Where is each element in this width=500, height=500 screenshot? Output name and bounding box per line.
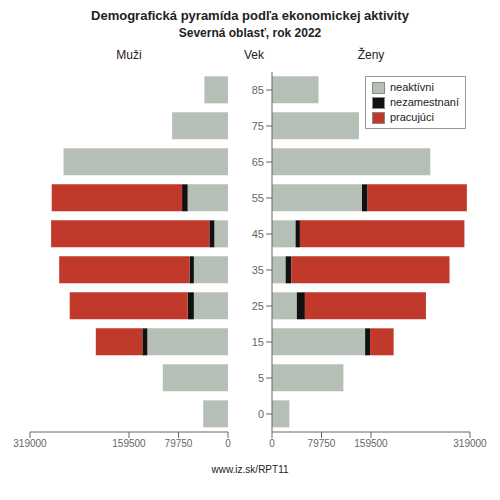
svg-text:45: 45 bbox=[252, 228, 264, 240]
html-text:neaktívni: neaktívni bbox=[389, 81, 434, 93]
svg-text:25: 25 bbox=[252, 300, 264, 312]
svg-text:0: 0 bbox=[225, 438, 231, 449]
html-text:pracujúci: pracujúci bbox=[389, 111, 434, 123]
svg-text:79750: 79750 bbox=[308, 438, 336, 449]
svg-text:55: 55 bbox=[252, 192, 264, 204]
svg-text:85: 85 bbox=[252, 84, 264, 96]
svg-text:79750: 79750 bbox=[165, 438, 193, 449]
svg-text:319000: 319000 bbox=[453, 438, 487, 449]
svg-text:159500: 159500 bbox=[112, 438, 146, 449]
svg-text:0: 0 bbox=[269, 438, 275, 449]
svg-text:65: 65 bbox=[252, 156, 264, 168]
html-text:Muži: Muži bbox=[116, 48, 142, 62]
svg-text:15: 15 bbox=[252, 336, 264, 348]
html-text:Vek: Vek bbox=[244, 48, 264, 62]
html-text:Ženy: Ženy bbox=[357, 48, 385, 62]
svg-text:35: 35 bbox=[252, 264, 264, 276]
html-text:www.iz.sk/RPT11: www.iz.sk/RPT11 bbox=[211, 464, 289, 475]
svg-text:319000: 319000 bbox=[13, 438, 47, 449]
html-text:nezamestnaní: nezamestnaní bbox=[389, 96, 459, 108]
svg-text:0: 0 bbox=[258, 408, 264, 420]
html-text:Demografická pyramída podľa ek: Demografická pyramída podľa ekonomickej … bbox=[91, 8, 409, 23]
svg-text:5: 5 bbox=[258, 372, 264, 384]
html-text:Severná oblasť, rok 2022: Severná oblasť, rok 2022 bbox=[178, 26, 322, 40]
svg-text:75: 75 bbox=[252, 120, 264, 132]
svg-text:159500: 159500 bbox=[354, 438, 388, 449]
